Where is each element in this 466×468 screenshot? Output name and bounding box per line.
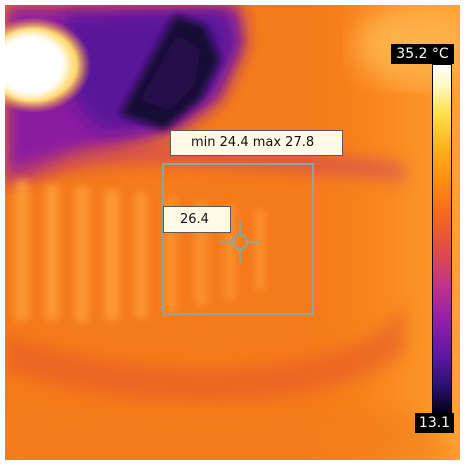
- temperature-scale-bar: [432, 64, 452, 413]
- scale-max-label: 35.2 °C: [391, 44, 454, 64]
- area-min-max-label: min 24.4 max 27.8: [170, 130, 343, 156]
- thermal-image-viewport: min 24.4 max 27.8 26.4 35.2 °C 13.1: [5, 5, 460, 460]
- spot-temperature-label: 26.4: [163, 206, 231, 233]
- spot-crosshair-icon[interactable]: [219, 221, 261, 263]
- measurement-area-box[interactable]: [162, 163, 314, 315]
- scale-min-label: 13.1: [415, 413, 454, 433]
